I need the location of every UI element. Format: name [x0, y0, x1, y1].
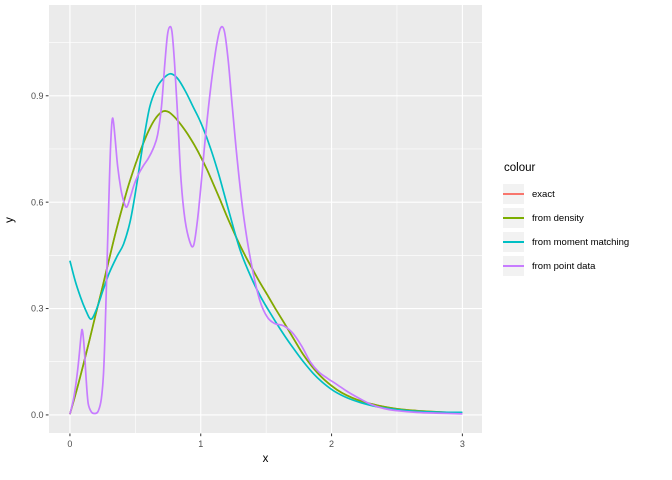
y-axis-title: y: [4, 217, 16, 223]
x-tick-label: 0: [67, 439, 72, 449]
legend-item-label: from density: [532, 212, 584, 224]
x-tick-label: 3: [460, 439, 465, 449]
y-tick-label: 0.3: [31, 304, 44, 314]
legend-item-exact: exact: [503, 182, 629, 206]
series-line-from-point-data: [69, 25, 463, 415]
x-tick-label: 1: [198, 439, 203, 449]
legend-item-from-density: from density: [503, 206, 629, 230]
y-tick-label: 0.0: [31, 410, 44, 420]
legend-item-label: exact: [532, 188, 555, 200]
legend-item-label: from point data: [532, 260, 596, 272]
legend-key-line: [503, 264, 524, 268]
x-tick-label: 2: [329, 439, 334, 449]
x-axis-title: x: [262, 453, 269, 465]
legend-key-line: [503, 240, 524, 244]
legend-key-line: [503, 192, 524, 196]
legend-item-label: from moment matching: [532, 236, 630, 248]
plot-panel: [49, 5, 482, 433]
legend-item-from-point-data: from point data: [503, 254, 629, 278]
legend-title: colour: [504, 162, 536, 174]
legend-key: [503, 232, 524, 252]
y-tick-label: 0.9: [31, 91, 44, 101]
series-line-from-density: [69, 110, 463, 415]
legend-key: [503, 256, 524, 276]
legend-item-from-moment-matching: from moment matching: [503, 230, 629, 254]
legend-key: [503, 208, 524, 228]
legend-items: exact from density from moment matching fro…: [503, 182, 629, 278]
y-tick-label: 0.6: [31, 197, 44, 207]
legend-key: [503, 184, 524, 204]
legend: colour exact from density from moment matc…: [503, 162, 629, 278]
legend-key-line: [503, 216, 524, 220]
